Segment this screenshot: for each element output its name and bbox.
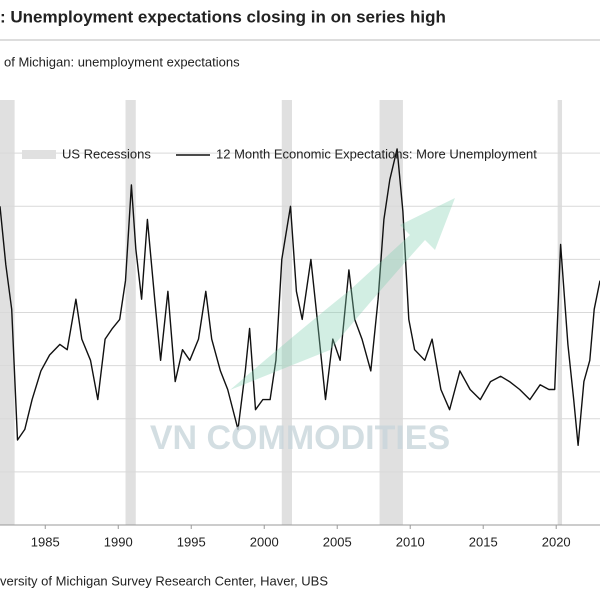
- x-tick-label: 2020: [542, 534, 571, 549]
- chart-title: : Unemployment expectations closing in o…: [0, 7, 446, 26]
- x-tick-label: 1985: [31, 534, 60, 549]
- watermark: VN COMMODITIES: [150, 419, 450, 457]
- plot-area: [0, 100, 600, 525]
- x-tick-label: 2005: [323, 534, 352, 549]
- legend-recession-swatch: [22, 150, 56, 159]
- data-line: [0, 148, 600, 446]
- legend-recession-label: US Recessions: [62, 146, 151, 161]
- x-tick-label: 2010: [396, 534, 425, 549]
- x-tick-label: 2000: [250, 534, 279, 549]
- x-tick-label: 2015: [469, 534, 498, 549]
- watermark-arrow: [230, 198, 455, 390]
- x-tick-label: 1990: [104, 534, 133, 549]
- x-tick-label: 1995: [177, 534, 206, 549]
- source: versity of Michigan Survey Research Cent…: [0, 573, 328, 588]
- legend-line-label: 12 Month Economic Expectations: More Une…: [216, 146, 537, 161]
- chart-subtitle: of Michigan: unemployment expectations: [4, 54, 240, 69]
